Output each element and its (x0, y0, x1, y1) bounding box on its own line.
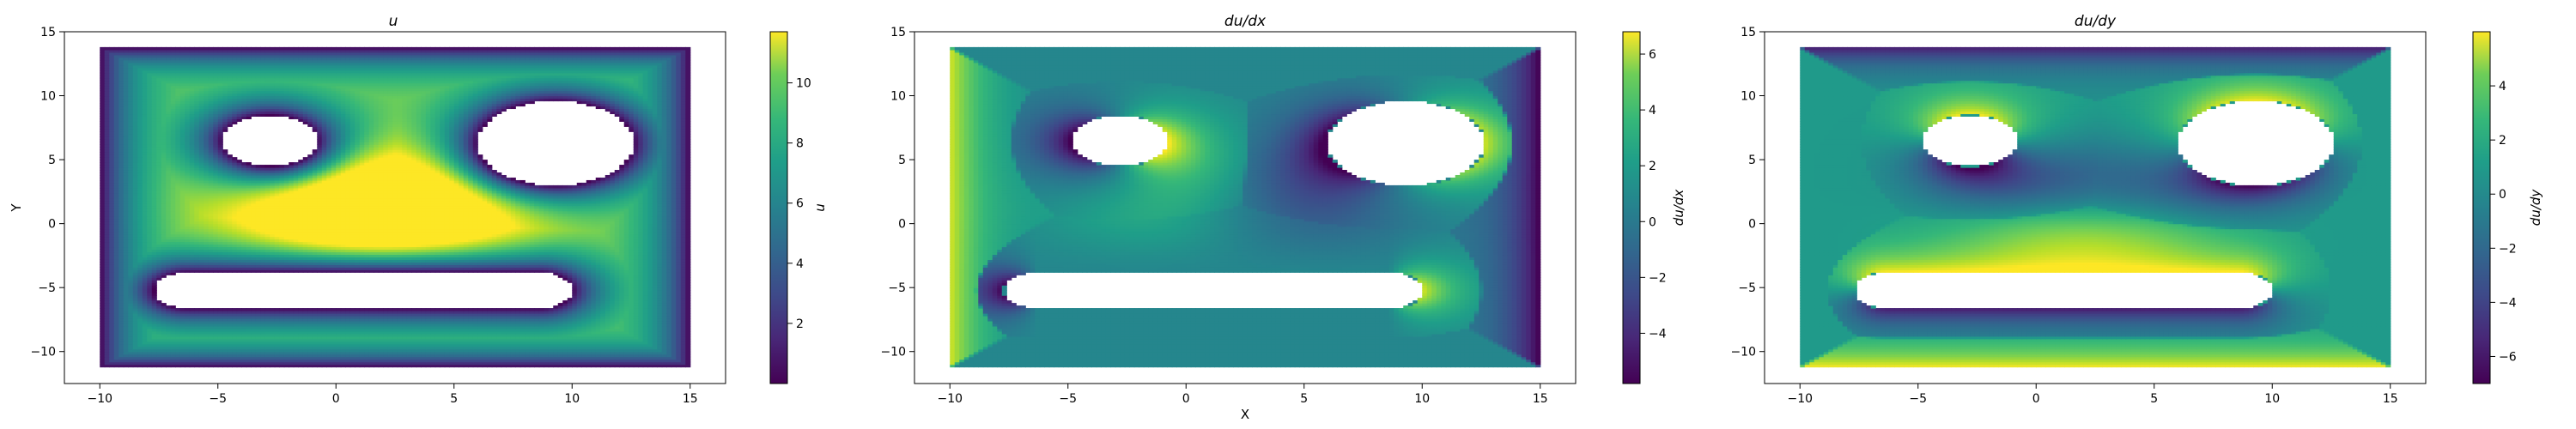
heatmap-cell (416, 308, 422, 311)
heatmap-cell (360, 308, 365, 311)
heatmap-cell (275, 308, 280, 311)
heatmap-cell (175, 308, 180, 311)
heatmap-cell (464, 308, 469, 311)
heatmap-cell (350, 308, 355, 311)
heatmap-cell (487, 308, 492, 311)
heatmap-cell (185, 308, 190, 311)
heatmap-cell (530, 308, 535, 311)
heatmap-cell (303, 308, 308, 311)
heatmap-cell (398, 308, 403, 311)
heatmap-cell (459, 308, 464, 311)
heatmap-cell (402, 308, 407, 311)
heatmap-cell (445, 308, 450, 311)
heatmap-cell (156, 300, 161, 304)
heatmap-cell (171, 305, 176, 309)
heatmap-cell (383, 308, 388, 311)
heatmap-cell (426, 308, 431, 311)
heatmap-cell (232, 308, 237, 311)
heatmap-cell (336, 308, 341, 311)
heatmap-cell (515, 308, 520, 311)
heatmap-cell (161, 303, 167, 306)
heatmap-cell (298, 308, 303, 311)
heatmap-cell (294, 308, 299, 311)
heatmap-cell (388, 308, 393, 311)
heatmap-cell (492, 308, 497, 311)
heatmap-cell (549, 308, 554, 311)
heatmap-cell (539, 308, 544, 311)
heatmap-cell (483, 308, 488, 311)
heatmap-cell (284, 308, 289, 311)
heatmap-cell (407, 308, 412, 311)
heatmap-cell (430, 308, 435, 311)
heatmap-cell (473, 308, 478, 311)
heatmap-cell (553, 305, 558, 309)
panel-title: u (389, 13, 398, 30)
heatmap-cell (440, 308, 445, 311)
heatmap-cell (520, 308, 526, 311)
heatmap-cell (454, 308, 459, 311)
heatmap-cell (317, 308, 322, 311)
heatmap-cell (511, 308, 516, 311)
heatmap-cell (496, 308, 501, 311)
heatmap-cell (180, 308, 185, 311)
heatmap-cell (435, 308, 440, 311)
heatmap-cell (213, 308, 218, 311)
heatmap-cell (345, 308, 350, 311)
heatmap-cell (534, 308, 539, 311)
heatmap-cell (568, 298, 573, 301)
heatmap-cell (379, 308, 384, 311)
heatmap-cell (194, 308, 199, 311)
heatmap-cell (209, 308, 214, 311)
heatmap-cell (525, 308, 530, 311)
heatmap-cell (369, 308, 374, 311)
heatmap-cell (256, 308, 261, 311)
heatmap-cell (166, 305, 171, 309)
heatmap-cell (326, 308, 331, 311)
heatmap (100, 47, 690, 367)
heatmap-cell (322, 308, 327, 311)
heatmap-cell (279, 308, 284, 311)
heatmap-cell (468, 308, 473, 311)
heatmap-cell (449, 308, 454, 311)
heatmap-cell (355, 308, 360, 311)
heatmap-cell (228, 308, 233, 311)
heatmap-cell (289, 308, 294, 311)
heatmap-cell (190, 308, 195, 311)
heatmap-cell (374, 308, 379, 311)
heatmap-cell (313, 308, 318, 311)
heatmap-cell (501, 308, 507, 311)
heatmap-cell (506, 308, 511, 311)
heatmap-cell (331, 308, 337, 311)
heatmap-cell (246, 308, 252, 311)
heatmap-cell (241, 308, 246, 311)
heatmap-cell (411, 308, 416, 311)
heatmap-cell (364, 308, 369, 311)
heatmap-cell (222, 308, 228, 311)
heatmap-cell (204, 308, 209, 311)
heatmap-cell (218, 308, 223, 311)
heatmap-cell (260, 308, 265, 311)
heatmap-cell (558, 303, 563, 306)
heatmap-cell (270, 308, 275, 311)
heatmap-cell (199, 308, 204, 311)
heatmap-cell (421, 308, 426, 311)
heatmap-cell (392, 308, 398, 311)
heatmap-cell (477, 308, 483, 311)
heatmap-cell (265, 308, 270, 311)
heatmap-cell (237, 308, 242, 311)
heatmap-cell (544, 308, 549, 311)
heatmap-cell (562, 300, 568, 304)
heatmap-cell (307, 308, 313, 311)
heatmap-cell (341, 308, 346, 311)
heatmap-cell (251, 308, 256, 311)
